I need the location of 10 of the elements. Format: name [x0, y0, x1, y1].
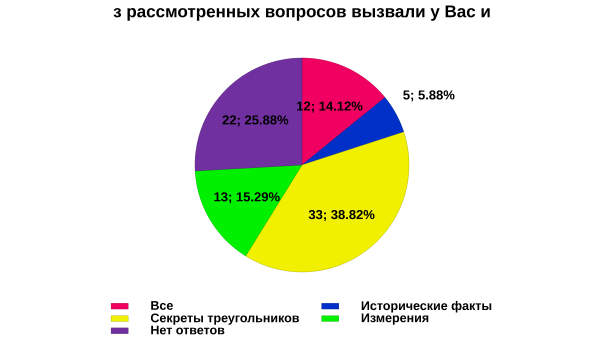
legend-label: Измерения — [362, 314, 428, 325]
legend-label: Исторические факты — [362, 300, 492, 313]
data-label: 22; 25.88% — [222, 115, 288, 126]
data-label: 5; 5.88% — [403, 90, 454, 102]
legend-label: Нет ответов — [151, 326, 224, 334]
data-label: 13; 15.29% — [214, 192, 280, 204]
chart-title: з рассмотренных вопросов вызвали у Вас и — [114, 6, 490, 21]
data-label: 33; 38.82% — [308, 210, 375, 222]
legend-label: Секреты треугольников — [150, 313, 299, 325]
legend-label: Все — [151, 301, 173, 310]
